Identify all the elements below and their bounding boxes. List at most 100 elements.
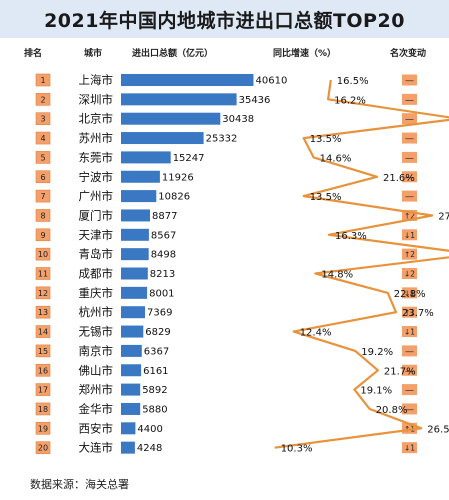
city-label: 无锡市 [79,325,114,339]
rank-change-box [402,287,417,299]
title-banner [0,0,449,38]
rank-label: 11 [38,270,48,279]
rank-box [35,383,51,396]
rank-box [35,189,51,203]
rank-box [35,247,51,261]
rank-label: 20 [38,444,48,453]
rank-change-label: — [405,347,414,357]
rank-change-label: — [405,153,414,163]
growth-label: 22.8% [394,289,426,300]
value-label: 40610 [256,76,288,87]
rank-change-box [402,248,417,260]
value-label: 25332 [206,134,238,145]
rank-change-box [402,345,417,357]
rank-label: 7 [40,192,45,201]
rank-change-label: — [405,115,414,125]
rank-label: 18 [38,405,48,414]
rank-change-box [402,74,417,86]
rank-change-box [402,229,417,241]
rank-label: 14 [38,328,48,337]
growth-label: 13.5% [310,134,342,145]
city-label: 天津市 [79,228,114,242]
city-label: 东莞市 [79,150,114,164]
rank-box [35,209,51,222]
rank-change-label: — [405,134,414,144]
rank-box [35,228,51,242]
rank-box [35,344,51,358]
value-bar [121,151,171,164]
header-value: 进出口总额（亿元） [132,49,214,59]
growth-label: 21.7% [384,366,416,377]
city-label: 郑州市 [79,383,114,397]
rank-label: 16 [38,366,48,375]
growth-line [274,79,449,449]
rank-box [35,267,51,280]
rank-change-label: ↓1 [404,328,415,337]
value-bar [121,441,135,454]
value-bar [121,93,237,106]
rank-change-label: ↓2 [404,270,415,279]
rank-label: 3 [40,115,45,124]
rank-box [35,93,51,106]
rank-change-label: ↓1 [404,444,415,453]
city-label: 广州市 [79,189,114,203]
growth-label: 14.8% [321,270,353,281]
value-label: 15247 [173,153,205,164]
rank-box [35,131,51,145]
rank-change-label: ↓1 [404,231,415,240]
growth-label: 16.3% [335,231,367,242]
rank-change-label: — [405,95,414,105]
value-label: 7369 [147,308,172,319]
value-label: 8001 [149,288,174,299]
growth-label: 14.6% [320,153,352,164]
value-label: 4400 [137,424,162,435]
rank-label: 1 [40,76,45,85]
growth-label: 21.6% [383,173,415,184]
growth-label: 19.1% [360,386,392,397]
value-bar [121,344,142,357]
value-bar [121,325,144,338]
city-label: 青岛市 [79,247,114,261]
value-label: 30438 [222,114,254,125]
rank-change-label: — [405,173,414,183]
rank-change-box [402,422,417,434]
value-label: 4248 [137,443,162,454]
header-rank: 排名 [24,49,43,59]
rank-change-label: — [405,366,414,376]
rank-change-label: ↑2 [404,250,415,259]
rank-change-box [402,364,417,376]
rank-change-box [402,384,417,396]
value-label: 6367 [144,346,169,357]
rank-change-box [402,190,417,202]
value-bar [121,422,136,435]
value-label: 5880 [142,404,167,415]
rank-box [35,73,51,87]
growth-label: 19.2% [361,347,393,358]
rank-label: 12 [38,289,48,298]
city-label: 苏州市 [79,131,114,145]
rank-change-label: ↑2 [404,211,415,220]
rank-change-label: — [405,405,414,415]
chart-title: 2021年中国内地城市进出口总额TOP20 [44,10,405,32]
value-label: 6829 [145,327,170,338]
city-label: 金华市 [79,402,114,416]
rank-box [35,325,51,338]
value-label: 6161 [143,366,168,377]
rank-change-label: — [405,386,414,396]
city-label: 重庆市 [79,286,114,300]
value-bar [121,112,221,125]
rank-label: 19 [38,424,48,433]
value-label: 8567 [151,230,176,241]
value-bar [121,286,148,299]
growth-label: 16.2% [334,95,366,106]
value-label: 8877 [152,211,177,222]
value-bar [121,364,142,377]
city-label: 佛山市 [79,363,114,377]
rank-box [35,112,51,125]
rank-change-box [402,209,417,221]
rank-change-box [402,326,417,338]
rank-change-box [402,171,417,183]
growth-label: 12.4% [300,328,332,339]
rank-label: 5 [40,153,45,162]
